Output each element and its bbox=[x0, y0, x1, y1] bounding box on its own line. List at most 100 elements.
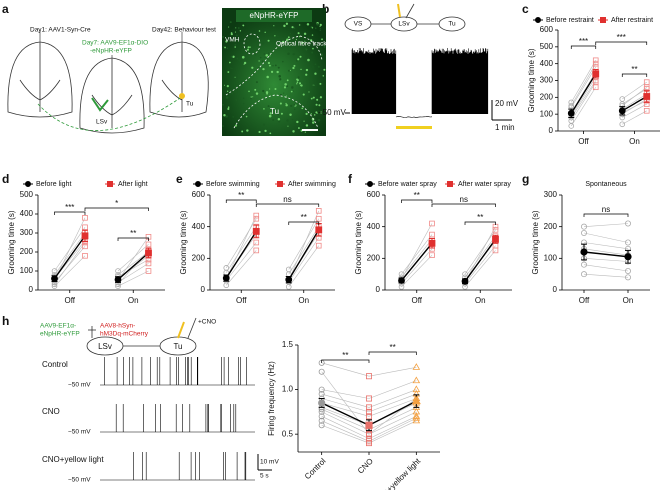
significance-bracket bbox=[288, 221, 320, 225]
subject-point bbox=[581, 229, 588, 236]
speckle bbox=[323, 45, 326, 48]
significance-bracket bbox=[583, 213, 629, 217]
speckle bbox=[300, 84, 303, 87]
speckle bbox=[276, 35, 279, 38]
speckle bbox=[265, 54, 268, 57]
speckle bbox=[289, 113, 292, 116]
annotation: Tu bbox=[186, 101, 194, 108]
speckle bbox=[243, 129, 246, 131]
speckle bbox=[297, 58, 300, 61]
subject-point bbox=[625, 239, 632, 246]
speckle bbox=[259, 56, 262, 59]
speckle bbox=[309, 94, 313, 98]
speckle bbox=[320, 111, 323, 114]
trace-label: Control bbox=[42, 360, 68, 369]
mean-marker bbox=[580, 248, 588, 256]
trace-label: CNO bbox=[42, 407, 60, 416]
subject-point bbox=[412, 376, 421, 384]
speckle bbox=[289, 32, 292, 35]
subject-point bbox=[398, 284, 405, 290]
subject-point bbox=[643, 84, 650, 91]
annotation: Tu bbox=[270, 107, 279, 116]
legend-marker bbox=[366, 180, 373, 187]
subject-point bbox=[145, 241, 152, 248]
legend-marker bbox=[24, 180, 31, 187]
subject-line bbox=[368, 407, 417, 430]
light-bar bbox=[396, 126, 432, 129]
speckle bbox=[232, 55, 235, 58]
significance-bracket bbox=[464, 221, 496, 225]
significance-bracket bbox=[225, 199, 257, 203]
subject-line bbox=[583, 232, 629, 243]
speckle bbox=[286, 119, 289, 122]
subject-point bbox=[365, 404, 372, 411]
subject-point bbox=[625, 220, 632, 227]
subject-point bbox=[462, 271, 468, 277]
subject-point bbox=[412, 413, 421, 421]
speckle bbox=[287, 125, 289, 127]
mean-marker bbox=[81, 232, 89, 240]
subject-line bbox=[321, 371, 370, 435]
significance-label: ns bbox=[602, 205, 610, 214]
mean-marker bbox=[624, 253, 632, 261]
subject-line bbox=[368, 380, 417, 399]
speckle bbox=[287, 52, 290, 55]
significance-label: ns bbox=[460, 195, 468, 204]
subject-line bbox=[622, 100, 647, 113]
speckle bbox=[232, 116, 234, 118]
speckle bbox=[233, 90, 236, 93]
speckle bbox=[314, 63, 317, 66]
x-tick-label: On bbox=[623, 296, 634, 305]
speckle bbox=[267, 61, 271, 65]
subject-line bbox=[117, 270, 149, 287]
subject-line bbox=[54, 255, 86, 287]
speckle bbox=[312, 66, 314, 68]
subject-line bbox=[368, 416, 417, 439]
speckle bbox=[308, 97, 311, 100]
y-tick-label: 400 bbox=[540, 59, 554, 68]
speckle bbox=[319, 96, 323, 99]
significance-label: * bbox=[115, 199, 118, 208]
y-tick-label: 100 bbox=[20, 266, 34, 275]
y-tick-label: 100 bbox=[544, 253, 558, 262]
subject-point bbox=[315, 242, 322, 249]
speckle bbox=[322, 75, 325, 77]
subject-line bbox=[321, 408, 370, 430]
subject-point bbox=[82, 224, 88, 231]
subject-point bbox=[285, 266, 292, 273]
annotation: LSv bbox=[398, 21, 410, 28]
speckle bbox=[230, 55, 233, 58]
subject-line bbox=[368, 411, 417, 435]
panel-label: d bbox=[2, 172, 9, 186]
speckle bbox=[247, 46, 250, 49]
speckle bbox=[229, 21, 232, 24]
speckle bbox=[247, 39, 249, 42]
scale-label: 20 mV bbox=[495, 99, 519, 108]
subject-point bbox=[115, 283, 121, 290]
speckle bbox=[301, 107, 304, 110]
voltage-trace bbox=[351, 48, 489, 119]
speckle bbox=[274, 88, 277, 91]
subject-line bbox=[54, 242, 86, 285]
speckle bbox=[242, 25, 245, 27]
speckle bbox=[285, 103, 288, 107]
y-axis-label: Grooming time (s) bbox=[531, 210, 540, 274]
speckle bbox=[288, 69, 290, 72]
speckle bbox=[272, 118, 275, 122]
subject-point bbox=[429, 220, 435, 227]
subject-line bbox=[583, 273, 629, 278]
subject-point bbox=[619, 121, 626, 128]
speckle bbox=[276, 70, 279, 74]
speckle bbox=[285, 102, 287, 105]
subject-point bbox=[581, 261, 588, 268]
mean-marker bbox=[285, 276, 293, 284]
subject-line bbox=[464, 226, 496, 283]
speckle bbox=[277, 113, 280, 116]
mean-line bbox=[225, 231, 257, 279]
y-tick-label: 0 bbox=[553, 285, 558, 294]
subject-line bbox=[321, 411, 370, 435]
significance-bracket bbox=[401, 199, 433, 203]
subject-point bbox=[643, 108, 650, 114]
voltage-trace bbox=[100, 404, 255, 433]
speckle bbox=[223, 84, 225, 86]
